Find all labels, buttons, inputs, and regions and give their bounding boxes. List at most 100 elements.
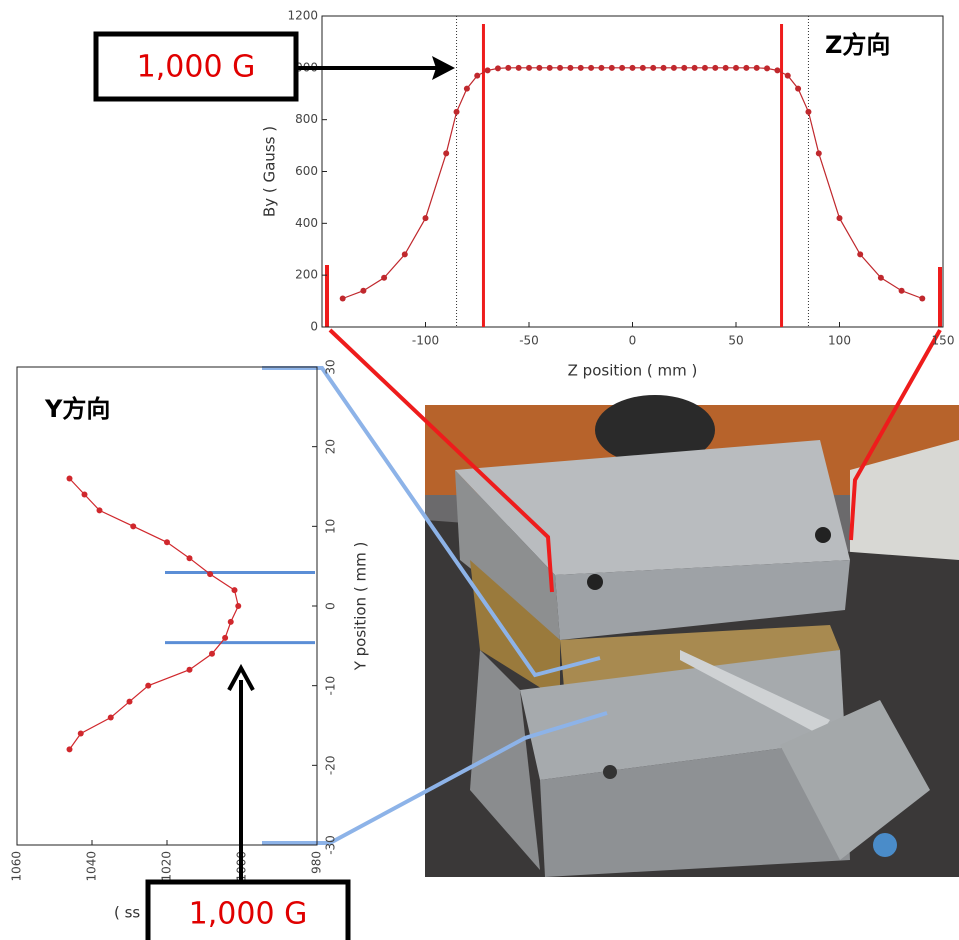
- position-tick-label: -10: [324, 676, 338, 696]
- data-point: [108, 715, 114, 721]
- data-point: [443, 150, 449, 156]
- value-tick-label: 980: [310, 851, 324, 874]
- data-point: [145, 683, 151, 689]
- data-point: [692, 65, 698, 71]
- data-point: [209, 651, 215, 657]
- data-point: [67, 476, 73, 482]
- data-point: [619, 65, 625, 71]
- annotation-z: 1,000 G: [96, 34, 455, 99]
- data-point: [805, 109, 811, 115]
- magnet-photo: [425, 395, 959, 877]
- y-tick-label: 1200: [287, 9, 318, 23]
- annotation-y: 1,000 G: [148, 668, 348, 940]
- data-point: [423, 215, 429, 221]
- x-tick-label: 50: [728, 334, 743, 348]
- chart-title: Z方向: [825, 31, 890, 59]
- position-axis-label: Y position ( mm ): [352, 542, 370, 672]
- y-tick-label: 800: [295, 112, 318, 126]
- data-point: [82, 491, 88, 497]
- data-point: [609, 65, 615, 71]
- data-point: [232, 587, 238, 593]
- data-point: [661, 65, 667, 71]
- annotation-text: 1,000 G: [189, 897, 308, 932]
- data-line: [343, 68, 923, 299]
- data-point: [702, 65, 708, 71]
- value-tick-label: 1020: [160, 851, 174, 882]
- data-point: [228, 619, 234, 625]
- data-point: [67, 746, 73, 752]
- y-tick-label: 400: [295, 216, 318, 230]
- data-point: [671, 65, 677, 71]
- x-tick-label: 150: [932, 334, 955, 348]
- value-tick-label: 1060: [10, 851, 24, 882]
- data-point: [630, 65, 636, 71]
- data-point: [402, 251, 408, 257]
- data-point: [795, 86, 801, 92]
- data-point: [536, 65, 542, 71]
- data-point: [857, 251, 863, 257]
- data-point: [474, 73, 480, 79]
- position-tick-label: 30: [324, 359, 338, 374]
- data-point: [495, 65, 501, 71]
- x-tick-label: 100: [828, 334, 851, 348]
- data-point: [578, 65, 584, 71]
- data-point: [505, 65, 511, 71]
- y-tick-label: 0: [310, 320, 318, 334]
- data-point: [547, 65, 553, 71]
- data-point: [360, 288, 366, 294]
- data-point: [127, 699, 133, 705]
- data-point: [485, 67, 491, 73]
- x-tick-label: -50: [519, 334, 539, 348]
- chart-title: Y方向: [44, 395, 110, 423]
- data-point: [516, 65, 522, 71]
- data-point: [130, 523, 136, 529]
- plot-frame: [322, 16, 943, 327]
- data-point: [681, 65, 687, 71]
- data-point: [816, 150, 822, 156]
- data-line: [70, 479, 239, 750]
- data-point: [650, 65, 656, 71]
- data-point: [222, 635, 228, 641]
- data-point: [340, 295, 346, 301]
- data-point: [97, 507, 103, 513]
- data-point: [588, 65, 594, 71]
- data-point: [381, 275, 387, 281]
- position-tick-label: 10: [324, 519, 338, 534]
- data-point: [733, 65, 739, 71]
- data-point: [235, 603, 241, 609]
- y-axis-label: By ( Gauss ): [261, 126, 279, 217]
- data-point: [764, 65, 770, 71]
- data-point: [878, 275, 884, 281]
- position-tick-label: -30: [324, 835, 338, 855]
- data-point: [837, 215, 843, 221]
- data-point: [754, 65, 760, 71]
- data-point: [464, 86, 470, 92]
- x-tick-label: -100: [412, 334, 439, 348]
- data-point: [164, 539, 170, 545]
- x-tick-label: 0: [629, 334, 637, 348]
- plot-frame: [17, 367, 317, 845]
- figure: 020040060080010001200-100-50050100150Z p…: [0, 0, 959, 940]
- position-tick-label: 20: [324, 439, 338, 454]
- data-point: [743, 65, 749, 71]
- data-point: [207, 571, 213, 577]
- y-tick-label: 600: [295, 164, 318, 178]
- x-axis-label: Z position ( mm ): [568, 362, 698, 380]
- data-point: [598, 65, 604, 71]
- data-point: [557, 65, 563, 71]
- data-point: [919, 295, 925, 301]
- position-tick-label: -20: [324, 756, 338, 776]
- data-point: [785, 73, 791, 79]
- data-point: [78, 730, 84, 736]
- data-point: [899, 288, 905, 294]
- data-point: [454, 109, 460, 115]
- value-tick-label: 1040: [85, 851, 99, 882]
- y-tick-label: 200: [295, 268, 318, 282]
- annotation-text: 1,000 G: [137, 50, 256, 85]
- data-point: [567, 65, 573, 71]
- data-point: [723, 65, 729, 71]
- data-point: [640, 65, 646, 71]
- data-point: [774, 67, 780, 73]
- value-axis-label: ( ss: [114, 904, 140, 922]
- position-tick-label: 0: [324, 602, 338, 610]
